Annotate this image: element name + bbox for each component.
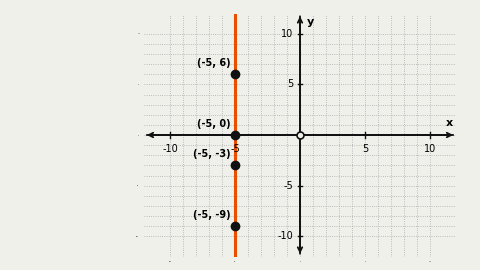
Text: (-5, -3): (-5, -3) <box>193 149 231 159</box>
Text: -10: -10 <box>278 231 293 241</box>
Text: 10: 10 <box>424 144 436 154</box>
Text: (-5, 0): (-5, 0) <box>197 119 231 129</box>
Text: (-5, -9): (-5, -9) <box>193 210 231 220</box>
Text: 10: 10 <box>281 29 293 39</box>
Text: -5: -5 <box>284 181 293 191</box>
Text: (-5, 6): (-5, 6) <box>197 58 231 68</box>
Text: -10: -10 <box>162 144 178 154</box>
Text: -5: -5 <box>230 144 240 154</box>
Text: 5: 5 <box>287 79 293 89</box>
Text: x: x <box>446 118 454 128</box>
Text: y: y <box>307 16 314 26</box>
Text: 5: 5 <box>362 144 368 154</box>
